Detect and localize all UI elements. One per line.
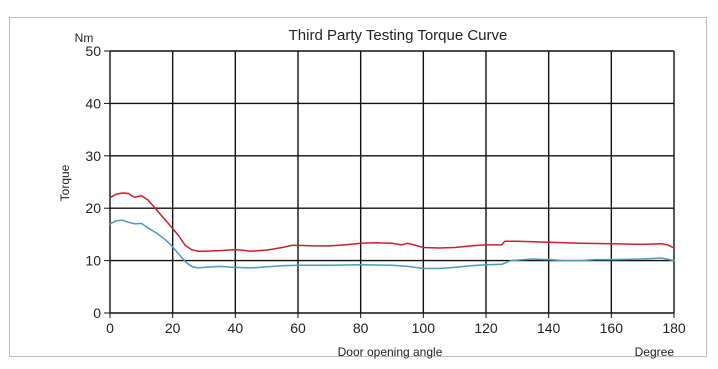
- chart-title: Third Party Testing Torque Curve: [289, 27, 508, 44]
- series-lines: [109, 192, 675, 270]
- series-line-1: [109, 192, 675, 252]
- x-tick-label: 60: [290, 320, 306, 336]
- x-axis-title: Door opening angle: [338, 345, 443, 359]
- y-axis-title: Torque: [58, 164, 72, 201]
- x-tick-label: 80: [353, 320, 369, 336]
- y-tick-label: 0: [93, 305, 101, 321]
- grid-lines: [109, 50, 675, 314]
- x-tick-label: 120: [474, 320, 498, 336]
- tick-labels: 0 20 40 60 80 100 120 140 160 180 0 10 20 30 40 50: [85, 43, 685, 336]
- y-tick-label: 40: [85, 95, 101, 111]
- y-tick-label: 50: [85, 43, 101, 59]
- axes: [104, 50, 675, 318]
- y-unit-label: Nm: [75, 31, 94, 45]
- chart-frame: [9, 17, 707, 357]
- x-tick-label: 140: [537, 320, 561, 336]
- x-tick-label: 160: [600, 320, 624, 336]
- y-tick-label: 30: [85, 148, 101, 164]
- x-tick-label: 100: [412, 320, 436, 336]
- x-tick-label: 20: [165, 320, 181, 336]
- x-unit-label: Degree: [635, 345, 675, 359]
- y-tick-label: 10: [85, 253, 101, 269]
- x-tick-label: 40: [228, 320, 244, 336]
- y-tick-label: 20: [85, 200, 101, 216]
- x-tick-label: 180: [662, 320, 686, 336]
- x-tick-label: 0: [106, 320, 114, 336]
- series-line-2: [109, 219, 675, 270]
